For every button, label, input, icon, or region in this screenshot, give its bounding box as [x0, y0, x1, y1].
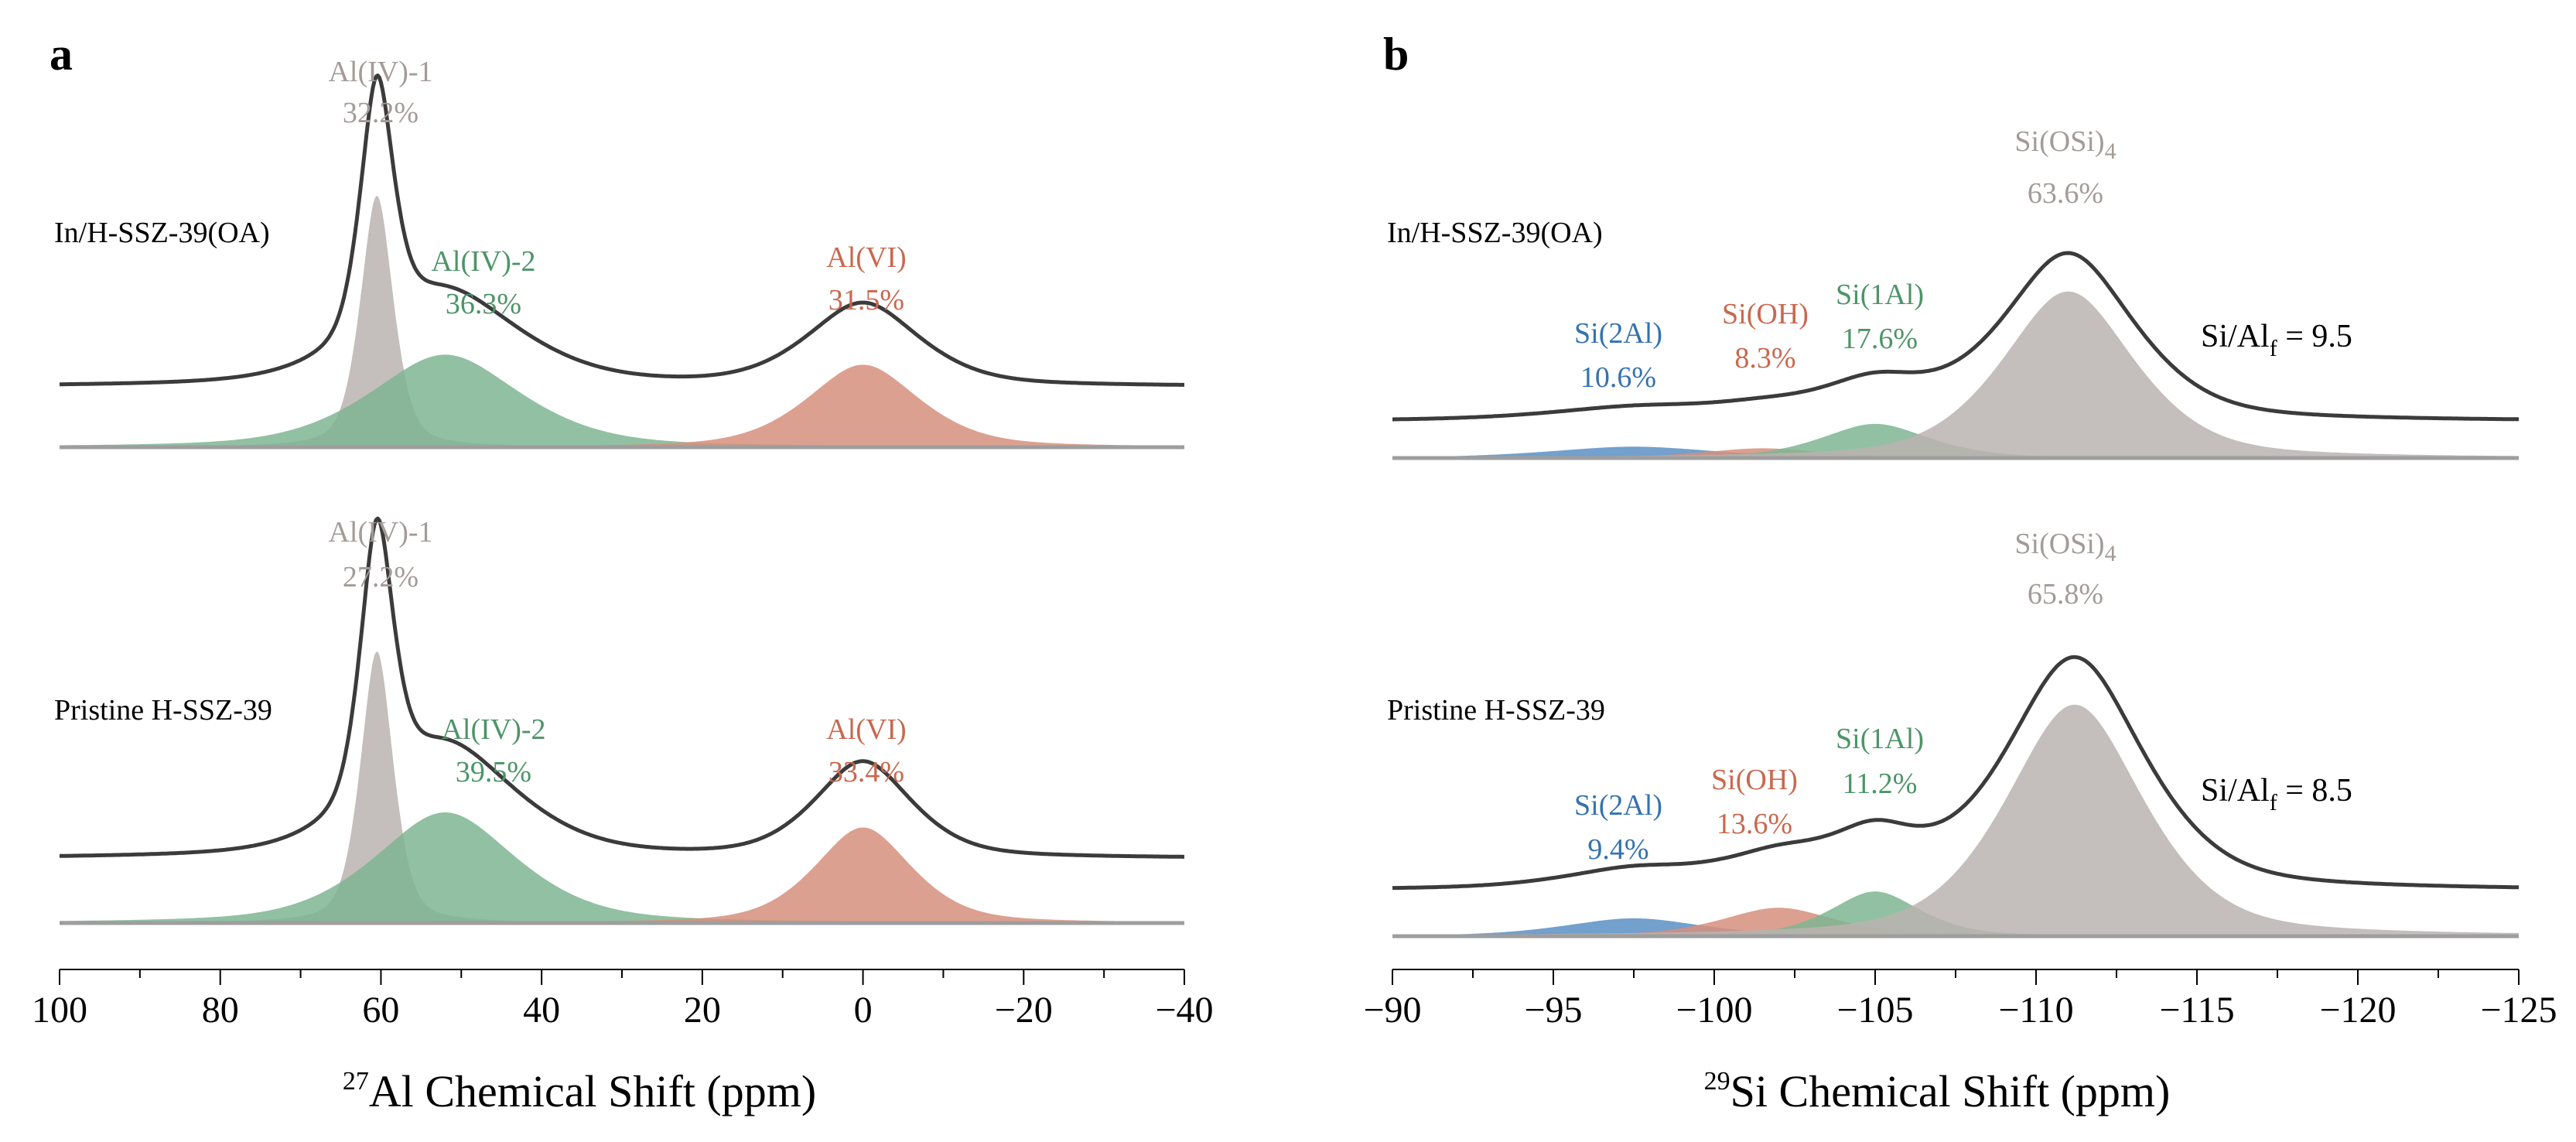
spectrum-2-si2al-percent: 9.4%	[1587, 833, 1648, 866]
spectrum-2-aliv2-percent: 39.5%	[456, 756, 531, 788]
x-tick-label-3: 40	[523, 990, 560, 1031]
x-tick-label-3: −105	[1836, 990, 1913, 1031]
panel-a-x-axis-title: 27Al Chemical Shift (ppm)	[343, 1066, 816, 1116]
panel-b-x-axis: −90 −95 −100 −105 −110 −115 −120 −125	[1363, 969, 2557, 1031]
spectrum-1-siosi4-percent: 63.6%	[2028, 177, 2103, 210]
x-tick-label-0: −90	[1363, 990, 1421, 1031]
x-tick-label-0: 100	[32, 990, 87, 1031]
x-tick-label-7: −125	[2480, 990, 2557, 1031]
spectrum-1-si1al-percent: 17.6%	[1842, 323, 1918, 355]
spectrum-2-sample-label: Pristine H-SSZ-39	[1387, 694, 1605, 727]
spectrum-1-alvi-percent: 31.5%	[828, 284, 904, 316]
spectrum-2-total-curve	[59, 516, 1185, 859]
x-tick-label-5: 0	[854, 990, 873, 1031]
spectrum-2-aliv2-name: Al(IV)-2	[441, 713, 545, 746]
spectrum-1-si-al-ratio: Si/Alf = 9.5	[2201, 319, 2352, 361]
panel-a-x-axis-text: Al Chemical Shift (ppm)	[369, 1066, 816, 1116]
x-tick-label-6: −120	[2319, 990, 2396, 1031]
panel-a-component-fills	[60, 196, 1184, 925]
spectrum-1-aliv1-percent: 32.2%	[343, 97, 419, 129]
x-tick-label-6: −20	[995, 990, 1053, 1031]
panel-letter-a: a	[50, 29, 73, 80]
spectrum-2-alvi-name: Al(VI)	[826, 713, 906, 746]
spectrum-1-siosi4-name: Si(OSi)4	[2014, 125, 2116, 164]
panel-a-spectra	[59, 74, 1185, 859]
spectrum-1-si1al-name: Si(1Al)	[1836, 279, 1924, 311]
spectrum-1-aliv2-percent: 36.3%	[446, 288, 521, 320]
x-tick-label-7: −40	[1155, 990, 1213, 1031]
panel-a-x-axis: 100 80 60 40 20 0 −20 −40	[32, 969, 1214, 1031]
panel-b-spectra	[1392, 251, 2520, 891]
spectrum-2-si2al-name: Si(2Al)	[1574, 789, 1662, 822]
spectrum-1-sample-label: In/H-SSZ-39(OA)	[54, 217, 270, 249]
spectrum-1-sample-label: In/H-SSZ-39(OA)	[1387, 217, 1603, 249]
spectrum-2-aliv1-name: Al(IV)-1	[328, 516, 432, 549]
spectrum-2-alvi-fill	[60, 827, 1184, 923]
spectrum-1-aliv1-name: Al(IV)-1	[328, 56, 432, 88]
x-tick-label-4: −110	[1998, 990, 2073, 1031]
panel-b-x-axis-text: Si Chemical Shift (ppm)	[1730, 1066, 2171, 1116]
x-tick-label-5: −115	[2159, 990, 2234, 1031]
panel-b-labels: In/H-SSZ-39(OA) Si(2Al) 10.6% Si(OH) 8.3% Si(…	[1387, 125, 2352, 866]
spectrum-2-alvi-percent: 33.4%	[828, 756, 904, 788]
spectrum-1-sioh-name: Si(OH)	[1722, 298, 1809, 330]
panel-b-x-axis-title: 29Si Chemical Shift (ppm)	[1704, 1066, 2171, 1116]
x-tick-label-2: −100	[1676, 990, 1752, 1031]
spectrum-2-sample-label: Pristine H-SSZ-39	[54, 694, 272, 727]
x-tick-label-1: 80	[202, 990, 239, 1031]
spectrum-1-sioh-percent: 8.3%	[1734, 342, 1795, 374]
spectrum-2-siosi4-percent: 65.8%	[2028, 578, 2103, 610]
spectrum-2-aliv2-fill	[60, 812, 1184, 923]
spectrum-1-total-curve	[59, 74, 1185, 387]
spectrum-1-siosi4-fill	[1392, 291, 2519, 458]
spectrum-1-alvi-fill	[60, 364, 1184, 447]
spectrum-1-alvi-name: Al(VI)	[826, 241, 906, 274]
panel-a-labels: In/H-SSZ-39(OA) Al(IV)-1 32.2% Al(IV)-2 36.3…	[54, 56, 907, 788]
spectrum-2-siosi4-fill	[1392, 704, 2519, 936]
spectrum-2-total-curve	[1392, 655, 2520, 891]
panel-letter-b: b	[1383, 29, 1409, 80]
spectrum-2-siosi4-name: Si(OSi)4	[2014, 528, 2116, 566]
spectrum-2-si1al-name: Si(1Al)	[1836, 723, 1924, 755]
spectrum-2-sioh-percent: 13.6%	[1717, 808, 1792, 840]
panel-b-component-fills	[1392, 291, 2519, 939]
spectrum-2-sioh-name: Si(OH)	[1711, 764, 1798, 796]
panel-b-x-axis-isotope: 29	[1704, 1067, 1730, 1096]
spectrum-1-total-curve	[1392, 251, 2520, 422]
spectrum-2-si1al-percent: 11.2%	[1843, 768, 1918, 800]
spectrum-1-si2al-name: Si(2Al)	[1574, 317, 1662, 350]
spectrum-1-aliv2-name: Al(IV)-2	[431, 245, 535, 278]
spectrum-2-aliv1-fill	[60, 651, 1184, 923]
spectrum-1-aliv2-fill	[60, 354, 1184, 447]
panel-a-x-axis-isotope: 27	[343, 1067, 369, 1096]
x-tick-label-2: 60	[362, 990, 399, 1031]
x-tick-label-1: −95	[1524, 990, 1582, 1031]
spectrum-2-aliv1-percent: 27.2%	[343, 561, 419, 593]
spectrum-2-si-al-ratio: Si/Alf = 8.5	[2201, 773, 2352, 815]
x-tick-label-4: 20	[684, 990, 721, 1031]
spectrum-1-si2al-percent: 10.6%	[1580, 361, 1656, 394]
